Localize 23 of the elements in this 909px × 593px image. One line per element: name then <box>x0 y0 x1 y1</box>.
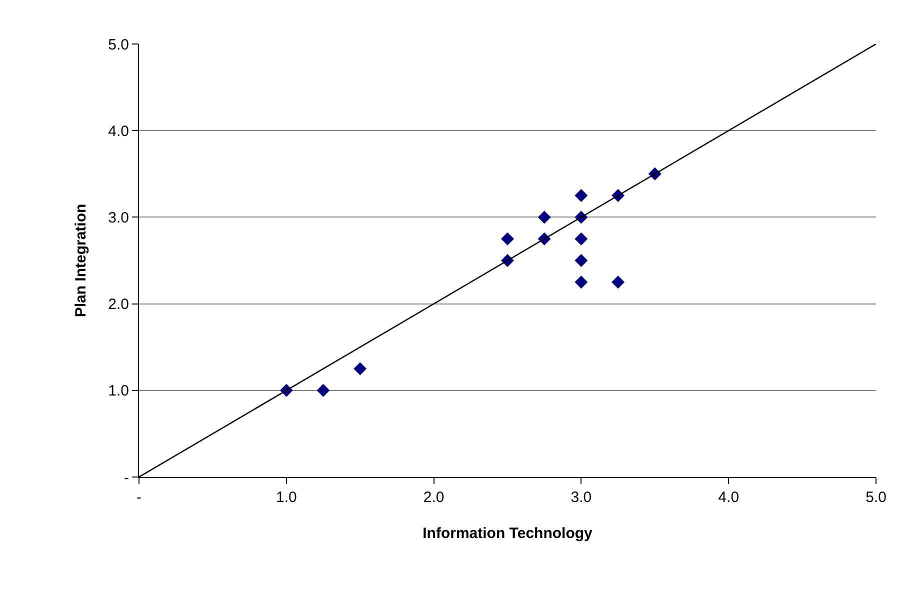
y-tick-label: 4.0 <box>108 122 129 140</box>
point <box>574 254 588 267</box>
y-tick-label: 3.0 <box>108 209 129 226</box>
x-tick-label: 2.0 <box>423 489 444 506</box>
point <box>574 189 588 202</box>
y-tick-label: 5.0 <box>108 36 129 54</box>
y-axis-title: Plan Integration <box>72 204 90 318</box>
y-tick-label: 1.0 <box>108 382 129 400</box>
x-axis-title: Information Technology <box>422 525 594 542</box>
y-tick-label: - <box>124 469 129 486</box>
point <box>501 232 514 246</box>
point <box>354 362 367 376</box>
x-tick-label: 3.0 <box>570 489 592 506</box>
y-tick-label: 2.0 <box>108 296 129 314</box>
x-tick-label: 5.0 <box>866 489 886 506</box>
point <box>574 276 588 289</box>
x-tick-label: 1.0 <box>276 489 297 506</box>
point <box>612 276 625 289</box>
point <box>538 210 551 224</box>
x-tick-label: - <box>136 489 142 506</box>
x-tick-label: 4.0 <box>718 489 740 506</box>
point <box>316 384 330 397</box>
point <box>574 232 588 246</box>
